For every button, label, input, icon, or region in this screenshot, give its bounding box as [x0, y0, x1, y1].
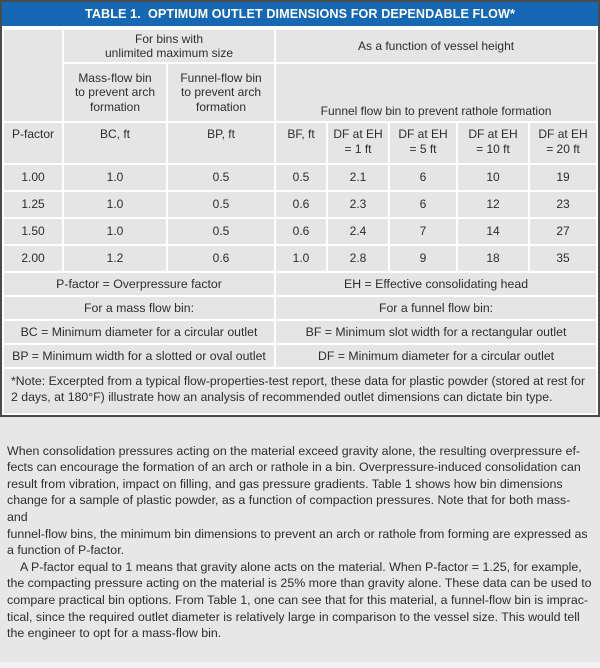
cell-bp: 0.5 [168, 219, 275, 244]
sub-header-mass-flow: Mass-flow bin to prevent arch formation [64, 64, 166, 121]
legend-row: BC = Minimum diameter for a circular out… [4, 321, 597, 343]
body-paragraph-1: When consolidation pressures acting on t… [7, 443, 588, 558]
cell-df-10ft: 10 [458, 165, 529, 190]
cell-df-20ft: 23 [530, 192, 597, 217]
legend-left: For a mass flow bin: [4, 297, 275, 319]
legend-row: For a mass flow bin: For a funnel flow b… [4, 297, 597, 319]
legend-right: DF = Minimum diameter for a circular out… [276, 345, 597, 367]
cell-df-5ft: 7 [390, 219, 457, 244]
sub-header-funnel-flow: Funnel-flow bin to prevent arch formatio… [168, 64, 275, 121]
cell-bc: 1.0 [64, 192, 166, 217]
col-header-df-5ft: DF at EH = 5 ft [390, 123, 457, 163]
legend-left: BP = Minimum width for a slotted or oval… [4, 345, 275, 367]
legend-row: BP = Minimum width for a slotted or oval… [4, 345, 597, 367]
cell-bc: 1.0 [64, 165, 166, 190]
cell-df-1ft: 2.3 [328, 192, 389, 217]
outlet-dimensions-table: For bins with unlimited maximum size As … [2, 28, 598, 415]
col-header-bp: BP, ft [168, 123, 275, 163]
group-header-row: For bins with unlimited maximum size As … [4, 30, 597, 121]
cell-df-20ft: 27 [530, 219, 597, 244]
cell-df-10ft: 12 [458, 192, 529, 217]
cell-p-factor: 1.25 [4, 192, 62, 217]
sub-header-row: Mass-flow bin to prevent arch formation … [4, 64, 597, 121]
cell-p-factor: 1.50 [4, 219, 62, 244]
column-header-row: P-factor BC, ft BP, ft BF, ft DF at EH =… [4, 123, 597, 163]
cell-df-1ft: 2.8 [328, 246, 389, 271]
group-header-vessel-height: As a function of vessel height [276, 30, 597, 62]
cell-df-10ft: 18 [458, 246, 529, 271]
table-title: TABLE 1. OPTIMUM OUTLET DIMENSIONS FOR D… [2, 2, 598, 26]
col-header-bc: BC, ft [64, 123, 166, 163]
empty-corner-cell [4, 30, 62, 121]
cell-bp: 0.6 [168, 246, 275, 271]
cell-df-5ft: 6 [390, 165, 457, 190]
cell-bc: 1.2 [64, 246, 166, 271]
table-row: 2.00 1.2 0.6 1.0 2.8 9 18 35 [4, 246, 597, 271]
col-header-df-1ft: DF at EH = 1 ft [328, 123, 389, 163]
cell-df-5ft: 9 [390, 246, 457, 271]
table-row: 1.25 1.0 0.5 0.6 2.3 6 12 23 [4, 192, 597, 217]
cell-bp: 0.5 [168, 192, 275, 217]
cell-df-1ft: 2.1 [328, 165, 389, 190]
cell-df-10ft: 14 [458, 219, 529, 244]
article-body: When consolidation pressures acting on t… [0, 417, 600, 658]
cell-bp: 0.5 [168, 165, 275, 190]
col-header-df-10ft: DF at EH = 10 ft [458, 123, 529, 163]
cell-bf: 1.0 [276, 246, 327, 271]
table-footnote: *Note: Excerpted from a typical flow-pro… [4, 369, 597, 413]
cell-df-20ft: 19 [530, 165, 597, 190]
legend-right: EH = Effective consolidating head [276, 273, 597, 295]
cell-bf: 0.6 [276, 219, 327, 244]
col-header-p-factor: P-factor [4, 123, 62, 163]
legend-left: P-factor = Overpressure factor [4, 273, 275, 295]
table-row: 1.00 1.0 0.5 0.5 2.1 6 10 19 [4, 165, 597, 190]
table-1-panel: TABLE 1. OPTIMUM OUTLET DIMENSIONS FOR D… [0, 0, 600, 417]
cell-p-factor: 2.00 [4, 246, 62, 271]
legend-right: For a funnel flow bin: [276, 297, 597, 319]
footnote-row: *Note: Excerpted from a typical flow-pro… [4, 369, 597, 413]
bottom-strip [0, 662, 600, 668]
col-header-df-20ft: DF at EH = 20 ft [530, 123, 597, 163]
body-paragraph-2: A P-factor equal to 1 means that gravity… [7, 559, 592, 641]
sub-header-rathole: Funnel flow bin to prevent rathole forma… [276, 64, 597, 121]
cell-bc: 1.0 [64, 219, 166, 244]
table-row: 1.50 1.0 0.5 0.6 2.4 7 14 27 [4, 219, 597, 244]
cell-p-factor: 1.00 [4, 165, 62, 190]
group-header-unlimited-size: For bins with unlimited maximum size [64, 30, 275, 62]
cell-df-5ft: 6 [390, 192, 457, 217]
col-header-bf: BF, ft [276, 123, 327, 163]
cell-df-1ft: 2.4 [328, 219, 389, 244]
cell-bf: 0.5 [276, 165, 327, 190]
legend-row: P-factor = Overpressure factor EH = Effe… [4, 273, 597, 295]
legend-left: BC = Minimum diameter for a circular out… [4, 321, 275, 343]
cell-bf: 0.6 [276, 192, 327, 217]
legend-right: BF = Minimum slot width for a rectangula… [276, 321, 597, 343]
cell-df-20ft: 35 [530, 246, 597, 271]
